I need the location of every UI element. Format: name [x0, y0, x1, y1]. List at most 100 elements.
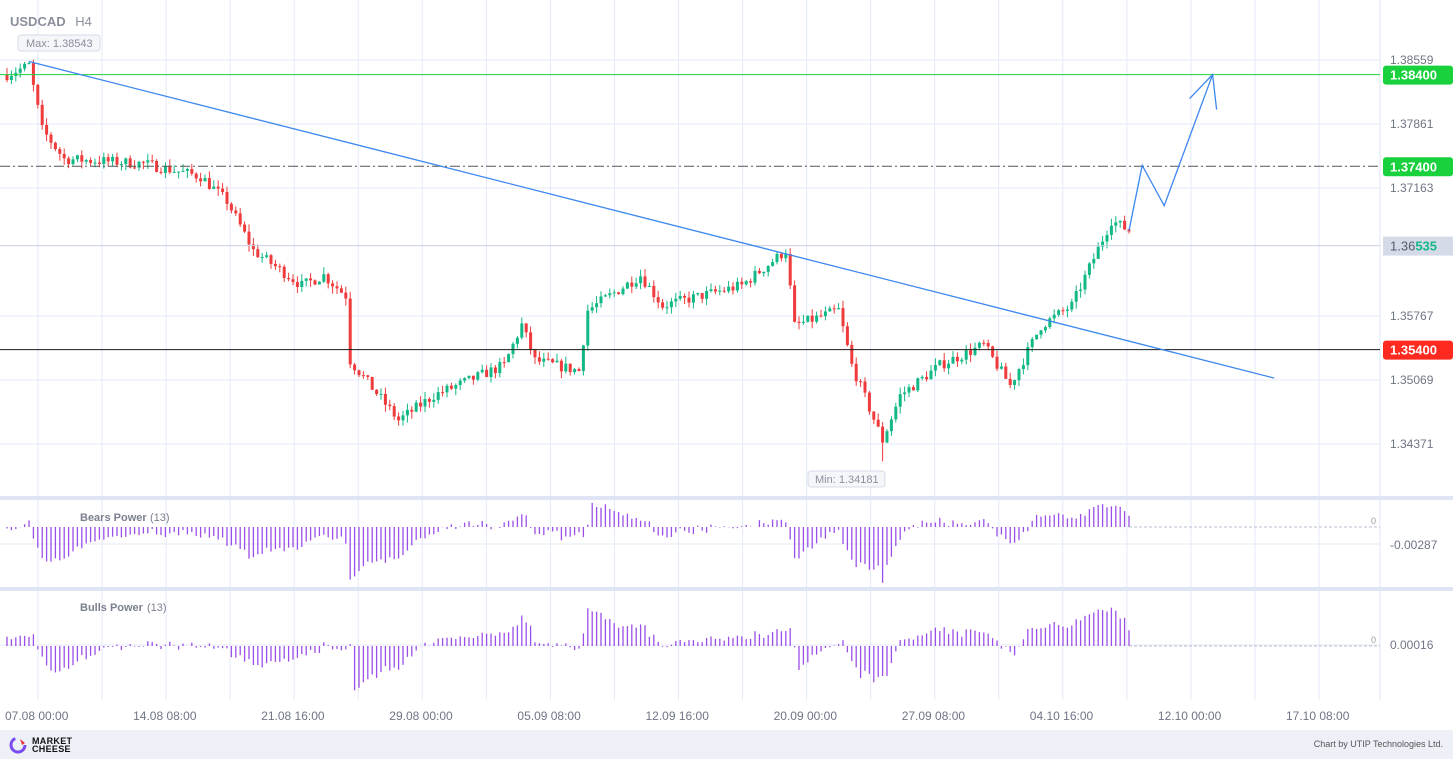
candle-body — [427, 399, 431, 402]
candle-body — [1109, 225, 1113, 235]
candle-body — [317, 281, 321, 285]
candle-body — [933, 365, 937, 371]
candle-body — [1092, 258, 1096, 264]
candle-body — [674, 298, 678, 302]
candle-body — [700, 293, 704, 299]
candle-body — [986, 342, 990, 347]
y-tick-label: 1.37861 — [1390, 117, 1434, 131]
candle-body — [115, 156, 119, 165]
candle-body — [533, 349, 537, 358]
candle-body — [353, 364, 357, 371]
candle-body — [542, 358, 546, 362]
candle-body — [568, 363, 572, 373]
candle-body — [36, 84, 40, 105]
current-price-badge — [1383, 236, 1453, 256]
candle-body — [625, 282, 629, 289]
candle-body — [370, 376, 374, 390]
indicator-period: (13) — [150, 512, 170, 524]
candle-body — [326, 274, 330, 284]
x-tick-label: 14.08 08:00 — [133, 709, 197, 723]
candle-body — [137, 161, 141, 168]
candle-body — [80, 155, 84, 162]
candle-body — [1061, 310, 1065, 312]
candle-body — [551, 359, 555, 363]
candle-body — [194, 173, 198, 179]
candle-body — [265, 255, 269, 257]
candle-body — [401, 415, 405, 421]
candle-body — [1079, 289, 1083, 291]
candle-body — [749, 281, 753, 283]
candle-body — [586, 310, 590, 346]
candle-body — [234, 210, 238, 214]
candle-body — [432, 399, 436, 402]
credit-text: Chart by UTIP Technologies Ltd. — [1313, 739, 1443, 749]
candle-body — [973, 347, 977, 355]
candle-body — [141, 161, 145, 163]
candle-body — [348, 298, 352, 365]
min-label: Min: 1.34181 — [815, 474, 879, 486]
indicator-name: Bulls Power — [80, 602, 144, 614]
candle-body — [177, 171, 181, 173]
candle-body — [53, 142, 57, 150]
candle-body — [221, 188, 225, 192]
candle-body — [75, 155, 79, 160]
candle-body — [216, 186, 220, 189]
candle-body — [630, 282, 634, 287]
x-tick-label: 05.09 08:00 — [517, 709, 581, 723]
candle-body — [520, 323, 524, 338]
candle-body — [119, 164, 123, 166]
candle-body — [964, 350, 968, 360]
indicator-name: Bears Power — [80, 512, 147, 524]
candle-body — [1083, 274, 1087, 290]
candle-body — [1096, 246, 1100, 259]
candle-body — [969, 350, 973, 355]
candle-body — [18, 68, 22, 73]
candle-body — [991, 346, 995, 357]
candle-body — [445, 385, 449, 393]
candle-body — [661, 302, 665, 308]
pane-divider — [0, 496, 1453, 500]
candle-body — [828, 308, 832, 312]
price-chart[interactable]: 1.38559 1.37861 1.37163 1.35767 1.35069 1.343… — [0, 0, 1453, 730]
candle-body — [71, 159, 75, 165]
candle-body — [485, 369, 489, 378]
level-badge — [1383, 340, 1453, 360]
candle-body — [577, 369, 581, 371]
candle-body — [705, 291, 709, 299]
x-tick-label: 20.09 00:00 — [774, 709, 838, 723]
candle-body — [282, 266, 286, 279]
candle-body — [656, 297, 660, 303]
candle-body — [1026, 347, 1030, 366]
candle-body — [410, 409, 414, 412]
candle-body — [1030, 339, 1034, 348]
candle-body — [929, 370, 933, 380]
candle-body — [977, 342, 981, 348]
candle-body — [982, 342, 986, 344]
candle-body — [740, 281, 744, 285]
candle-body — [331, 283, 335, 287]
candle-body — [313, 280, 317, 285]
candle-body — [31, 63, 35, 85]
candle-body — [489, 367, 493, 378]
candle-body — [920, 376, 924, 379]
candle-body — [546, 358, 550, 360]
candle-body — [379, 393, 383, 395]
candle-body — [207, 178, 211, 189]
level-label: 1.37400 — [1390, 159, 1437, 174]
candle-body — [537, 357, 541, 362]
candle-body — [97, 162, 101, 164]
candle-body — [925, 376, 929, 380]
candle-body — [898, 394, 902, 407]
candle-body — [419, 402, 423, 407]
candle-body — [1039, 330, 1043, 335]
candle-body — [942, 360, 946, 369]
candle-body — [111, 156, 115, 162]
candle-body — [951, 356, 955, 364]
candle-body — [190, 168, 194, 174]
candle-body — [599, 296, 603, 304]
candle-body — [617, 292, 621, 295]
candle-body — [23, 63, 27, 69]
candle-body — [1052, 314, 1056, 319]
candle-body — [718, 290, 722, 292]
candle-body — [854, 363, 858, 382]
